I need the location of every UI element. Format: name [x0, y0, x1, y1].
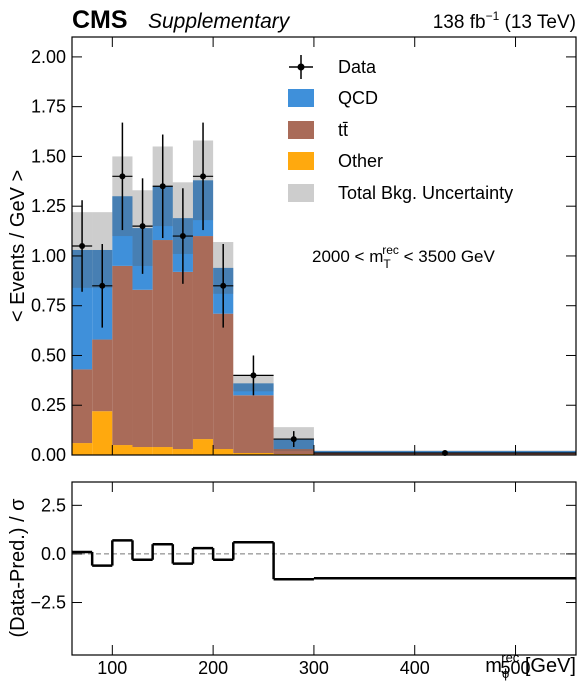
data-point [200, 173, 207, 180]
ratio-frame [71, 481, 577, 656]
y-tick-label: 0.25 [31, 395, 66, 415]
stack-bar [112, 196, 133, 266]
ratio-y-tick-label: 2.5 [41, 495, 66, 515]
annotation: 2000 < mTrec < 3500 GeV [312, 243, 496, 271]
stack-bar [72, 369, 93, 444]
main-frame [71, 36, 577, 456]
x-tick-label: 100 [97, 658, 127, 678]
data-point [220, 282, 227, 289]
xl-b: [GeV] [519, 655, 576, 677]
stack-bar [112, 445, 133, 455]
stack-bar [132, 289, 153, 448]
ratio-y-axis-label: (Data-Pred.) / σ [7, 498, 29, 638]
stack-bar [192, 439, 214, 455]
y-tick-label: 0.50 [31, 345, 66, 365]
legend-data-dot [297, 63, 305, 71]
stack-bar [92, 411, 113, 455]
ann-sup: rec [382, 243, 399, 257]
y-tick-label: 1.75 [31, 97, 66, 117]
stack-bar [213, 313, 234, 450]
data-point [159, 183, 166, 190]
stack-bar [172, 271, 193, 450]
lumi-a: 138 fb [433, 12, 486, 33]
stack-bar [192, 236, 214, 440]
stack-bar [233, 453, 274, 455]
stack-bar [233, 395, 274, 454]
x-tick-label: 200 [198, 658, 228, 678]
stack-bar [132, 447, 153, 455]
luminosity: 138 fb−1 (13 TeV) [433, 9, 576, 33]
legend-swatch [288, 121, 314, 139]
legend-label: Other [338, 151, 383, 171]
experiment-label: Supplementary [148, 10, 291, 33]
ann-b: < 3500 GeV [399, 247, 496, 266]
ann-sub: T [383, 257, 391, 271]
legend-swatch [288, 152, 314, 170]
data-point [139, 223, 146, 230]
stack-bar [273, 449, 314, 455]
y-tick-label: 1.50 [31, 146, 66, 166]
ratio-y-tick-label: 0.0 [41, 544, 66, 564]
y-tick-label: 0.00 [31, 445, 66, 465]
stack-bar [152, 240, 173, 448]
data-point [290, 436, 297, 443]
y-tick-label: 2.00 [31, 47, 66, 67]
legend-label: tt̄ [338, 120, 348, 140]
y-tick-label: 1.25 [31, 196, 66, 216]
data-point [250, 372, 257, 379]
xl-a: m [485, 655, 502, 677]
y-axis-label: < Events / GeV > [7, 170, 29, 322]
stack-bar [72, 249, 93, 370]
stack-bar [112, 265, 133, 446]
legend-label: Data [338, 57, 377, 77]
stack-bar [172, 449, 193, 455]
stack-bar [152, 447, 173, 455]
stack-bar [92, 339, 113, 412]
legend-label: Total Bkg. Uncertainty [338, 183, 513, 203]
y-tick-label: 1.00 [31, 246, 66, 266]
ratio-y-tick-label: −2.5 [30, 593, 66, 613]
ann-a: 2000 < m [312, 247, 383, 266]
data-point [79, 243, 86, 249]
data-point [119, 173, 126, 180]
x-tick-label: 400 [400, 658, 430, 678]
data-point [99, 282, 106, 289]
x-tick-label: 300 [299, 658, 329, 678]
legend-label: QCD [338, 88, 378, 108]
x-axis-label: mϕrec [GeV] [485, 650, 576, 681]
x-tick-label: 500 [500, 658, 530, 678]
y-tick-label: 0.75 [31, 296, 66, 316]
experiment: CMS [72, 6, 128, 34]
legend-swatch [288, 89, 314, 107]
lumi-b: −1 [486, 9, 500, 23]
lumi-c: (13 TeV) [499, 12, 576, 33]
stack-bar [213, 449, 234, 455]
stack-bar [72, 443, 93, 455]
xl-sub: ϕ [502, 666, 509, 681]
data-point [179, 233, 186, 240]
legend-swatch [288, 184, 314, 202]
